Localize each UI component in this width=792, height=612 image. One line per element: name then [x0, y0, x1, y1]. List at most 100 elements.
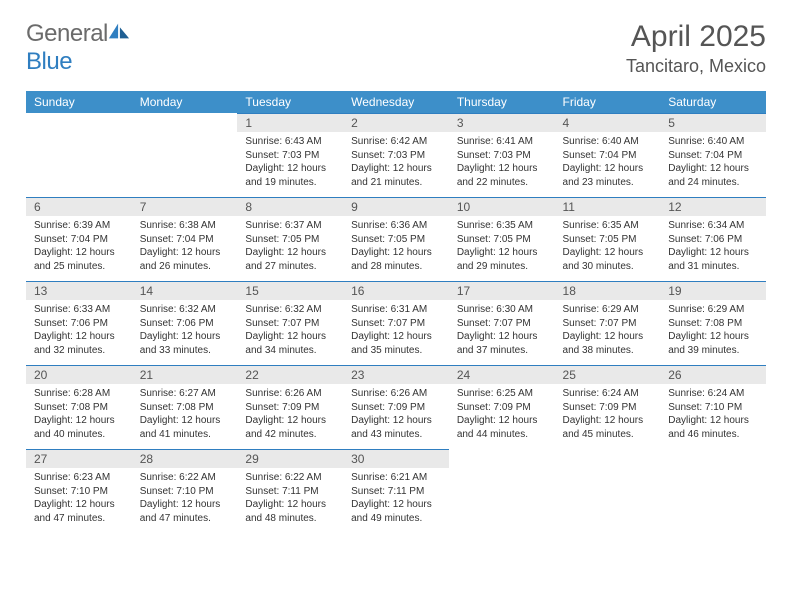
- day-number: 14: [132, 281, 238, 300]
- calendar-day-cell: 13Sunrise: 6:33 AMSunset: 7:06 PMDayligh…: [26, 281, 132, 365]
- day-number: 27: [26, 449, 132, 468]
- calendar-day-cell: 4Sunrise: 6:40 AMSunset: 7:04 PMDaylight…: [555, 113, 661, 197]
- brand-part2: Blue: [26, 48, 72, 75]
- calendar-day-cell: 12Sunrise: 6:34 AMSunset: 7:06 PMDayligh…: [660, 197, 766, 281]
- day-number: 16: [343, 281, 449, 300]
- day-details: Sunrise: 6:27 AMSunset: 7:08 PMDaylight:…: [132, 384, 238, 447]
- calendar-body: 1Sunrise: 6:43 AMSunset: 7:03 PMDaylight…: [26, 113, 766, 533]
- day-number: 4: [555, 113, 661, 132]
- day-details: Sunrise: 6:32 AMSunset: 7:07 PMDaylight:…: [237, 300, 343, 363]
- calendar-day-cell: 18Sunrise: 6:29 AMSunset: 7:07 PMDayligh…: [555, 281, 661, 365]
- day-number: 1: [237, 113, 343, 132]
- day-details: Sunrise: 6:23 AMSunset: 7:10 PMDaylight:…: [26, 468, 132, 531]
- day-details: Sunrise: 6:33 AMSunset: 7:06 PMDaylight:…: [26, 300, 132, 363]
- calendar-day-cell: [660, 449, 766, 533]
- calendar-day-cell: 17Sunrise: 6:30 AMSunset: 7:07 PMDayligh…: [449, 281, 555, 365]
- calendar-day-cell: 23Sunrise: 6:26 AMSunset: 7:09 PMDayligh…: [343, 365, 449, 449]
- day-details: Sunrise: 6:40 AMSunset: 7:04 PMDaylight:…: [660, 132, 766, 195]
- day-number: 28: [132, 449, 238, 468]
- day-details: Sunrise: 6:29 AMSunset: 7:07 PMDaylight:…: [555, 300, 661, 363]
- calendar-day-cell: 28Sunrise: 6:22 AMSunset: 7:10 PMDayligh…: [132, 449, 238, 533]
- logo-sail-icon: [108, 21, 130, 41]
- day-number: 17: [449, 281, 555, 300]
- day-details: Sunrise: 6:24 AMSunset: 7:09 PMDaylight:…: [555, 384, 661, 447]
- day-number: 26: [660, 365, 766, 384]
- day-details: Sunrise: 6:36 AMSunset: 7:05 PMDaylight:…: [343, 216, 449, 279]
- page-header: GeneralBlue April 2025 Tancitaro, Mexico: [26, 20, 766, 77]
- day-details: Sunrise: 6:40 AMSunset: 7:04 PMDaylight:…: [555, 132, 661, 195]
- calendar-week-row: 13Sunrise: 6:33 AMSunset: 7:06 PMDayligh…: [26, 281, 766, 365]
- day-number: 20: [26, 365, 132, 384]
- calendar-day-cell: 22Sunrise: 6:26 AMSunset: 7:09 PMDayligh…: [237, 365, 343, 449]
- brand-part1: General: [26, 20, 108, 47]
- day-details: Sunrise: 6:39 AMSunset: 7:04 PMDaylight:…: [26, 216, 132, 279]
- day-number: 30: [343, 449, 449, 468]
- day-number: 29: [237, 449, 343, 468]
- calendar-day-cell: 7Sunrise: 6:38 AMSunset: 7:04 PMDaylight…: [132, 197, 238, 281]
- day-details: Sunrise: 6:35 AMSunset: 7:05 PMDaylight:…: [449, 216, 555, 279]
- calendar-day-cell: 10Sunrise: 6:35 AMSunset: 7:05 PMDayligh…: [449, 197, 555, 281]
- day-number: 18: [555, 281, 661, 300]
- calendar-day-cell: [449, 449, 555, 533]
- day-number: 13: [26, 281, 132, 300]
- day-details: Sunrise: 6:37 AMSunset: 7:05 PMDaylight:…: [237, 216, 343, 279]
- calendar-day-cell: [132, 113, 238, 197]
- weekday-header: Saturday: [660, 91, 766, 113]
- weekday-header: Wednesday: [343, 91, 449, 113]
- weekday-header: Sunday: [26, 91, 132, 113]
- calendar-day-cell: 30Sunrise: 6:21 AMSunset: 7:11 PMDayligh…: [343, 449, 449, 533]
- day-number: 8: [237, 197, 343, 216]
- day-details: Sunrise: 6:41 AMSunset: 7:03 PMDaylight:…: [449, 132, 555, 195]
- calendar-day-cell: 6Sunrise: 6:39 AMSunset: 7:04 PMDaylight…: [26, 197, 132, 281]
- day-details: Sunrise: 6:28 AMSunset: 7:08 PMDaylight:…: [26, 384, 132, 447]
- calendar-week-row: 1Sunrise: 6:43 AMSunset: 7:03 PMDaylight…: [26, 113, 766, 197]
- weekday-header-row: SundayMondayTuesdayWednesdayThursdayFrid…: [26, 91, 766, 113]
- weekday-header: Friday: [555, 91, 661, 113]
- calendar-week-row: 6Sunrise: 6:39 AMSunset: 7:04 PMDaylight…: [26, 197, 766, 281]
- day-details: Sunrise: 6:42 AMSunset: 7:03 PMDaylight:…: [343, 132, 449, 195]
- day-number: 19: [660, 281, 766, 300]
- calendar-day-cell: 21Sunrise: 6:27 AMSunset: 7:08 PMDayligh…: [132, 365, 238, 449]
- calendar-day-cell: 20Sunrise: 6:28 AMSunset: 7:08 PMDayligh…: [26, 365, 132, 449]
- calendar-day-cell: 26Sunrise: 6:24 AMSunset: 7:10 PMDayligh…: [660, 365, 766, 449]
- brand-logo: GeneralBlue: [26, 20, 130, 76]
- day-details: Sunrise: 6:34 AMSunset: 7:06 PMDaylight:…: [660, 216, 766, 279]
- day-number: 23: [343, 365, 449, 384]
- day-number: 2: [343, 113, 449, 132]
- day-details: Sunrise: 6:30 AMSunset: 7:07 PMDaylight:…: [449, 300, 555, 363]
- day-number: 11: [555, 197, 661, 216]
- calendar-day-cell: 1Sunrise: 6:43 AMSunset: 7:03 PMDaylight…: [237, 113, 343, 197]
- calendar-day-cell: 3Sunrise: 6:41 AMSunset: 7:03 PMDaylight…: [449, 113, 555, 197]
- day-number: 22: [237, 365, 343, 384]
- calendar-day-cell: 25Sunrise: 6:24 AMSunset: 7:09 PMDayligh…: [555, 365, 661, 449]
- brand-text: GeneralBlue: [26, 20, 130, 76]
- month-title: April 2025: [626, 20, 766, 54]
- calendar-day-cell: 2Sunrise: 6:42 AMSunset: 7:03 PMDaylight…: [343, 113, 449, 197]
- day-details: Sunrise: 6:25 AMSunset: 7:09 PMDaylight:…: [449, 384, 555, 447]
- day-details: Sunrise: 6:35 AMSunset: 7:05 PMDaylight:…: [555, 216, 661, 279]
- calendar-week-row: 27Sunrise: 6:23 AMSunset: 7:10 PMDayligh…: [26, 449, 766, 533]
- day-number: 7: [132, 197, 238, 216]
- day-details: Sunrise: 6:31 AMSunset: 7:07 PMDaylight:…: [343, 300, 449, 363]
- day-details: Sunrise: 6:32 AMSunset: 7:06 PMDaylight:…: [132, 300, 238, 363]
- weekday-header: Tuesday: [237, 91, 343, 113]
- day-details: Sunrise: 6:24 AMSunset: 7:10 PMDaylight:…: [660, 384, 766, 447]
- calendar-day-cell: 14Sunrise: 6:32 AMSunset: 7:06 PMDayligh…: [132, 281, 238, 365]
- calendar-table: SundayMondayTuesdayWednesdayThursdayFrid…: [26, 91, 766, 533]
- day-number: 25: [555, 365, 661, 384]
- calendar-day-cell: 24Sunrise: 6:25 AMSunset: 7:09 PMDayligh…: [449, 365, 555, 449]
- day-details: Sunrise: 6:22 AMSunset: 7:11 PMDaylight:…: [237, 468, 343, 531]
- day-details: Sunrise: 6:22 AMSunset: 7:10 PMDaylight:…: [132, 468, 238, 531]
- calendar-day-cell: 29Sunrise: 6:22 AMSunset: 7:11 PMDayligh…: [237, 449, 343, 533]
- day-number: 6: [26, 197, 132, 216]
- calendar-week-row: 20Sunrise: 6:28 AMSunset: 7:08 PMDayligh…: [26, 365, 766, 449]
- day-number: 21: [132, 365, 238, 384]
- location-label: Tancitaro, Mexico: [626, 56, 766, 77]
- calendar-day-cell: [555, 449, 661, 533]
- calendar-day-cell: 27Sunrise: 6:23 AMSunset: 7:10 PMDayligh…: [26, 449, 132, 533]
- weekday-header: Monday: [132, 91, 238, 113]
- calendar-day-cell: 5Sunrise: 6:40 AMSunset: 7:04 PMDaylight…: [660, 113, 766, 197]
- day-number: 24: [449, 365, 555, 384]
- day-number: 10: [449, 197, 555, 216]
- day-number: 5: [660, 113, 766, 132]
